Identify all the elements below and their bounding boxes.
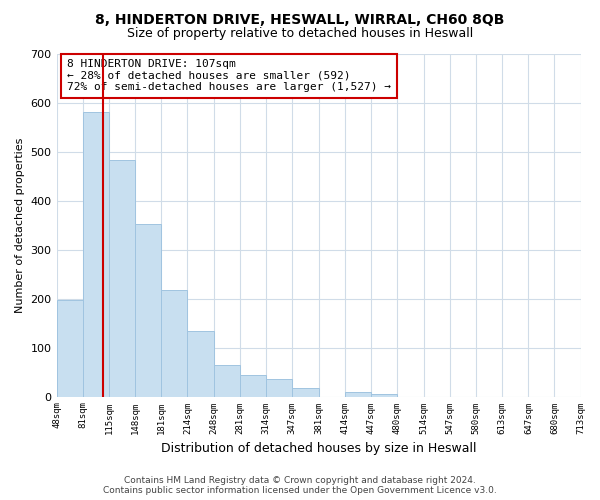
Bar — [187, 332, 214, 396]
Text: Contains HM Land Registry data © Crown copyright and database right 2024.
Contai: Contains HM Land Registry data © Crown c… — [103, 476, 497, 495]
Y-axis label: Number of detached properties: Number of detached properties — [15, 138, 25, 313]
Bar — [56, 300, 83, 396]
Bar — [345, 392, 371, 396]
Bar — [371, 394, 397, 396]
Text: Size of property relative to detached houses in Heswall: Size of property relative to detached ho… — [127, 28, 473, 40]
X-axis label: Distribution of detached houses by size in Heswall: Distribution of detached houses by size … — [161, 442, 476, 455]
Bar — [109, 160, 136, 396]
Bar — [136, 224, 161, 396]
Bar — [161, 290, 187, 397]
Bar — [266, 380, 292, 396]
Bar — [83, 112, 109, 397]
Text: 8 HINDERTON DRIVE: 107sqm
← 28% of detached houses are smaller (592)
72% of semi: 8 HINDERTON DRIVE: 107sqm ← 28% of detac… — [67, 59, 391, 92]
Bar — [214, 365, 240, 396]
Bar — [292, 388, 319, 396]
Text: 8, HINDERTON DRIVE, HESWALL, WIRRAL, CH60 8QB: 8, HINDERTON DRIVE, HESWALL, WIRRAL, CH6… — [95, 12, 505, 26]
Bar — [240, 374, 266, 396]
